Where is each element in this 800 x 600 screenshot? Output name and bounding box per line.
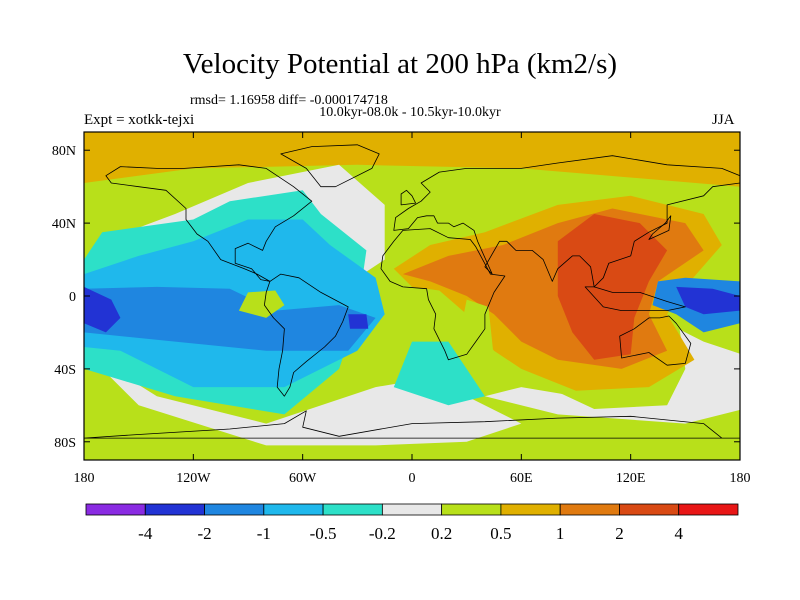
y-tick-label: 40S — [54, 363, 76, 378]
colorbar-label: 0.2 — [431, 524, 452, 543]
colorbar: -4 -2 -1 -0.5 -0.2 0.2 0.5 1 2 4 — [85, 503, 739, 543]
contour-region-17 — [463, 299, 494, 360]
contour-region-5 — [393, 341, 485, 406]
colorbar-label: -0.5 — [310, 524, 337, 543]
stats-line: rmsd= 1.16958 diff= -0.000174718 — [190, 93, 388, 108]
chart-title: Velocity Potential at 200 hPa (km2/s) — [182, 48, 618, 80]
colorbar-swatch — [263, 503, 324, 516]
colorbar-swatch — [441, 503, 502, 516]
field-contours — [84, 132, 740, 460]
colorbar-label: -1 — [257, 524, 271, 543]
contour-region-9 — [348, 314, 369, 329]
colorbar-swatch — [559, 503, 620, 516]
colorbar-label: -2 — [197, 524, 211, 543]
x-tick-label: 120E — [616, 471, 646, 486]
colorbar-swatch — [381, 503, 443, 516]
colorbar-swatch — [144, 503, 205, 516]
period-line: 10.0kyr-08.0k - 10.5kyr-10.0kyr — [319, 105, 501, 120]
coastline-greenland — [280, 144, 380, 188]
coastline-uk — [400, 189, 416, 206]
axis-ticks: 180 120W 60W 0 60E 120E 180 80N 40N 0 40S 80S — [52, 132, 751, 486]
y-tick-label: 40N — [52, 217, 76, 232]
y-tick-label: 80S — [54, 436, 76, 451]
colorbar-swatch — [678, 503, 739, 516]
colorbar-swatch — [322, 503, 383, 516]
contour-region-7 — [84, 286, 376, 351]
season-label: JJA — [712, 112, 735, 128]
y-tick-label: 80N — [52, 144, 76, 159]
coastline-japan — [648, 215, 672, 240]
coastlines — [84, 144, 740, 439]
x-tick-label: 120W — [176, 471, 211, 486]
colorbar-label: 4 — [674, 524, 683, 543]
x-tick-label: 180 — [730, 471, 751, 486]
coastline-antarctica — [84, 410, 740, 439]
colorbar-label: 0.5 — [490, 524, 511, 543]
colorbar-swatch — [500, 503, 561, 516]
colorbar-label: 2 — [615, 524, 624, 543]
coastline-eurasia — [393, 155, 740, 288]
contour-region-2 — [84, 350, 522, 446]
coastline-south-america — [264, 273, 349, 397]
contour-region-10 — [238, 290, 285, 318]
contour-region-8 — [84, 286, 121, 333]
contour-region-14 — [557, 214, 668, 360]
coastline-australia — [619, 315, 692, 366]
colorbar-swatch — [619, 503, 680, 516]
x-tick-label: 60E — [510, 471, 533, 486]
y-tick-label: 0 — [69, 290, 76, 305]
coastline-africa — [380, 228, 506, 361]
colorbar-swatch — [85, 503, 146, 516]
experiment-label: Expt = xotkk-tejxi — [84, 112, 195, 128]
x-tick-label: 60W — [289, 471, 317, 486]
coastline-indonesia — [584, 286, 686, 311]
coastline-north-america — [105, 164, 313, 282]
x-tick-label: 180 — [74, 471, 95, 486]
colorbar-label: 1 — [556, 524, 565, 543]
colorbar-swatch — [204, 503, 265, 516]
x-tick-label: 0 — [409, 471, 416, 486]
colorbar-label: -0.2 — [369, 524, 396, 543]
colorbar-label: -4 — [138, 524, 153, 543]
contour-region-16 — [676, 286, 740, 315]
contour-region-0 — [84, 132, 740, 187]
